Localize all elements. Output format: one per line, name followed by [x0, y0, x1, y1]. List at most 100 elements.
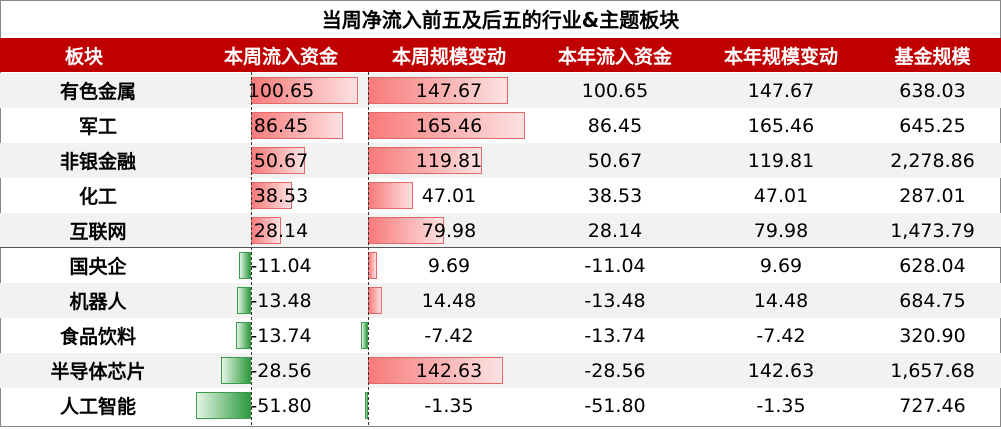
fund-size-value: 684.75 [864, 283, 1001, 318]
week-flow-bar [195, 392, 251, 419]
week-scale-value: 14.48 [366, 283, 532, 318]
year-scale-value-text: 147.67 [747, 79, 815, 102]
week-scale-value-text: 165.46 [415, 114, 483, 137]
table-row: 人工智能 -51.80 -1.35 -51.80 -1.35 727.46 [0, 388, 1001, 423]
sector-name-text: 军工 [78, 116, 117, 138]
sector-name: 机器人 [0, 283, 196, 318]
year-flow-value: -13.48 [532, 283, 698, 318]
year-flow-value-text: 100.65 [581, 79, 649, 102]
sector-name-text: 有色金属 [59, 81, 136, 103]
week-flow-bar [220, 357, 251, 384]
year-scale-value: 165.46 [698, 108, 864, 143]
year-scale-value-text: 14.48 [753, 289, 809, 312]
table-row: 非银金融 50.67 119.81 50.67 119.81 2,278.86 [0, 143, 1001, 178]
week-flow-bar [236, 287, 251, 314]
fund-size-value-text: 727.46 [899, 394, 966, 417]
group-divider [0, 247, 1001, 248]
sector-name: 非银金融 [0, 143, 196, 178]
year-scale-value: 47.01 [698, 178, 864, 213]
fund-size-value: 1,473.79 [864, 213, 1001, 248]
week-scale-value: -7.42 [366, 318, 532, 353]
year-scale-value-text: 119.81 [747, 149, 815, 172]
header-week-scale: 本周规模变动 [391, 45, 506, 68]
week-scale-value-text: 9.69 [427, 254, 471, 277]
fund-size-value-text: 1,657.68 [890, 359, 975, 382]
sector-name-text: 人工智能 [59, 396, 136, 418]
week-flow-value: 28.14 [196, 213, 366, 248]
week-flow-value: 100.65 [196, 73, 366, 108]
week-scale-value: 165.46 [366, 108, 532, 143]
table-row: 半导体芯片 -28.56 142.63 -28.56 142.63 1,657.68 [0, 353, 1001, 388]
fund-size-value: 287.01 [864, 178, 1001, 213]
week-scale-value: -1.35 [366, 388, 532, 423]
week-scale-value: 47.01 [366, 178, 532, 213]
week-scale-value-text: 119.81 [415, 149, 483, 172]
week-flow-bar [251, 77, 358, 104]
year-scale-value: 14.48 [698, 283, 864, 318]
sector-name: 国央企 [0, 248, 196, 283]
year-flow-value-text: 28.14 [587, 219, 643, 242]
sector-name-text: 食品饮料 [59, 326, 136, 348]
fund-size-value: 727.46 [864, 388, 1001, 423]
week-flow-value: -11.04 [196, 248, 366, 283]
fund-size-value-text: 638.03 [899, 79, 966, 102]
sector-name-text: 化工 [78, 186, 117, 208]
fund-size-value-text: 320.90 [899, 324, 966, 347]
year-flow-value-text: 50.67 [587, 149, 643, 172]
year-flow-value-text: -13.48 [584, 289, 646, 312]
sector-name-text: 机器人 [69, 291, 127, 313]
week-flow-value: 50.67 [196, 143, 366, 178]
week-flow-bar [239, 252, 251, 279]
week-scale-bar [365, 392, 368, 419]
year-scale-value: -1.35 [698, 388, 864, 423]
week-scale-value: 142.63 [366, 353, 532, 388]
fund-size-value-text: 2,278.86 [890, 149, 975, 172]
week-scale-value-text: 14.48 [421, 289, 477, 312]
year-scale-value-text: 79.98 [753, 219, 809, 242]
week-flow-value: 86.45 [196, 108, 366, 143]
year-flow-value: -11.04 [532, 248, 698, 283]
year-flow-value: 28.14 [532, 213, 698, 248]
week-flow-value-text: 50.67 [253, 149, 309, 172]
week-scale-bar [368, 77, 509, 104]
year-flow-value: -13.74 [532, 318, 698, 353]
year-flow-value-text: -28.56 [584, 359, 646, 382]
fund-size-value: 1,657.68 [864, 353, 1001, 388]
week-flow-value: -51.80 [196, 388, 366, 423]
week-flow-bar [251, 182, 292, 209]
table-row: 机器人 -13.48 14.48 -13.48 14.48 684.75 [0, 283, 1001, 318]
week-flow-value-text: 28.14 [253, 219, 309, 242]
fund-size-value: 645.25 [864, 108, 1001, 143]
week-scale-value-text: 142.63 [415, 359, 483, 382]
fund-size-value-text: 287.01 [899, 184, 966, 207]
year-scale-value-text: 9.69 [759, 254, 803, 277]
week-scale-bar [368, 287, 382, 314]
week-flow-value: 38.53 [196, 178, 366, 213]
year-scale-value-text: 47.01 [753, 184, 809, 207]
week-scale-value-text: 79.98 [421, 219, 477, 242]
week-flow-bar [251, 217, 281, 244]
table-row: 化工 38.53 47.01 38.53 47.01 287.01 [0, 178, 1001, 213]
table-header: 板块 本周流入资金 本周规模变动 本年流入资金 本年规模变动 基金规模 [0, 38, 1001, 72]
sector-name: 食品饮料 [0, 318, 196, 353]
week-flow-value-text: -13.74 [250, 324, 312, 347]
fund-size-value: 628.04 [864, 248, 1001, 283]
year-flow-value-text: 86.45 [587, 114, 643, 137]
table-row: 有色金属 100.65 147.67 100.65 147.67 638.03 [0, 73, 1001, 108]
fund-size-value-text: 1,473.79 [890, 219, 975, 242]
fund-size-value-text: 684.75 [899, 289, 966, 312]
table-row: 国央企 -11.04 9.69 -11.04 9.69 628.04 [0, 248, 1001, 283]
week-scale-value: 119.81 [366, 143, 532, 178]
table-title: 当周净流入前五及后五的行业&主题板块 [321, 8, 680, 32]
week-scale-value-text: 47.01 [421, 184, 477, 207]
year-scale-value: 147.67 [698, 73, 864, 108]
year-flow-value: -51.80 [532, 388, 698, 423]
year-scale-value-text: 142.63 [747, 359, 815, 382]
week-scale-value-text: -1.35 [424, 394, 474, 417]
week-scale-bar [368, 252, 378, 279]
year-scale-value: 79.98 [698, 213, 864, 248]
week-scale-bar [368, 147, 482, 174]
week-flow-value-text: -28.56 [250, 359, 312, 382]
year-flow-value: 50.67 [532, 143, 698, 178]
header-week-flow: 本周流入资金 [223, 45, 338, 68]
